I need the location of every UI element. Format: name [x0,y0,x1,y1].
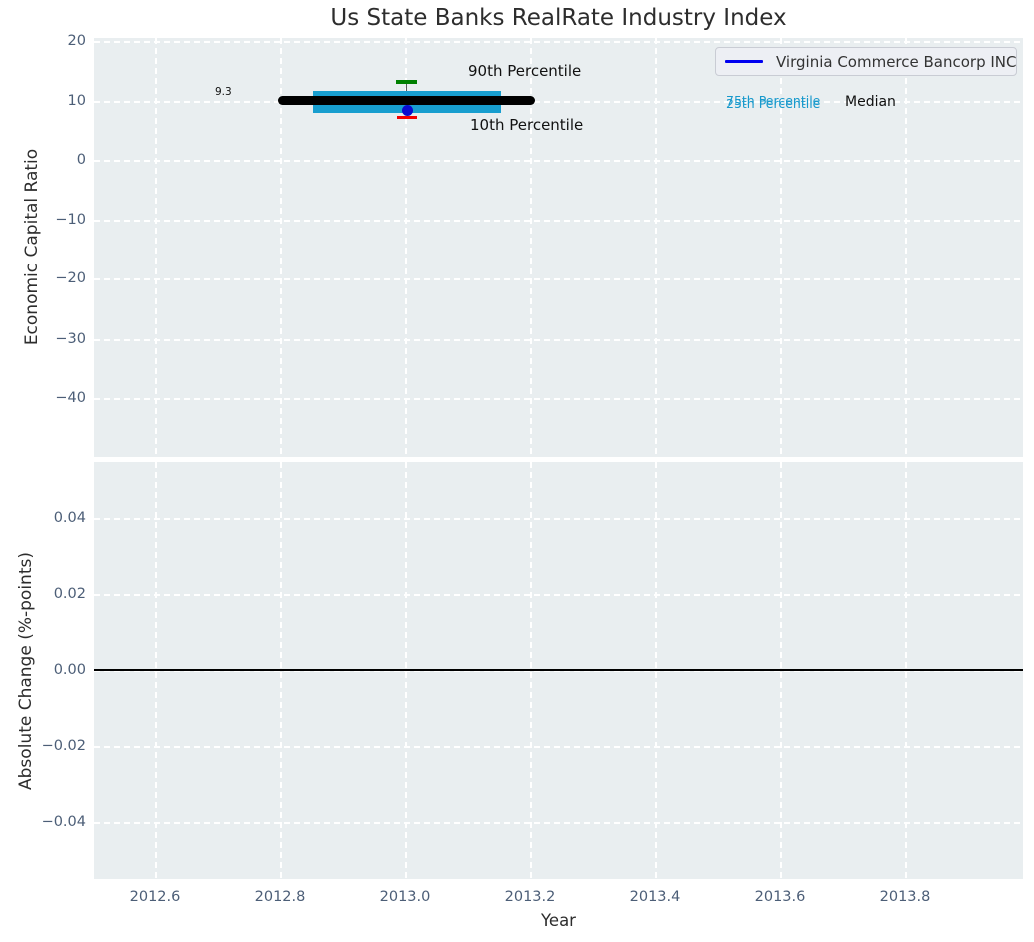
xtick: 2012.8 [254,889,306,905]
annotation-median-label: Median [845,94,896,110]
ytick-bottom: −0.02 [41,738,86,754]
gridline-horizontal [94,518,1023,520]
ytick-bottom: −0.04 [41,814,86,830]
chart-title: Us State Banks RealRate Industry Index [330,5,787,31]
p10-cap [397,115,417,119]
xtick: 2013.0 [379,889,431,905]
ylabel-economic-capital-ratio: Economic Capital Ratio [22,148,42,346]
gridline-vertical [405,38,407,457]
median-line [278,96,535,105]
ytick-top: −40 [55,390,86,406]
xtick: 2013.2 [504,889,556,905]
ytick-top: −20 [55,270,86,286]
gridline-horizontal [94,41,1023,43]
legend-line-icon [725,60,763,63]
ytick-top: −10 [55,212,86,228]
p90-cap [396,80,417,84]
ytick-bottom: 0.02 [53,586,86,602]
annotation-25th-percentile: 25th Percentile [726,96,821,111]
xtick: 2013.6 [754,889,806,905]
xtick: 2013.8 [879,889,931,905]
annotation-90th-percentile: 90th Percentile [468,62,582,80]
gridline-horizontal [94,594,1023,596]
company-data-point [402,105,413,116]
gridline-vertical [905,38,907,457]
ytick-top: 10 [67,93,86,109]
gridline-horizontal [94,746,1023,748]
gridline-vertical [780,38,782,457]
ytick-top: 20 [67,33,86,49]
gridline-horizontal [94,220,1023,222]
legend: Virginia Commerce Bancorp INC [715,47,1017,76]
ylabel-absolute-change: Absolute Change (%-points) [16,552,36,790]
ytick-top: 0 [76,152,86,168]
gridline-vertical [530,38,532,457]
gridline-horizontal [94,160,1023,162]
zero-change-line [94,669,1023,671]
annotation-10th-percentile: 10th Percentile [470,116,584,134]
gridline-vertical [155,38,157,457]
gridline-vertical [655,38,657,457]
ytick-bottom: 0.04 [53,510,86,526]
xtick: 2013.4 [629,889,681,905]
gridline-horizontal [94,101,1023,103]
legend-label: Virginia Commerce Bancorp INC [776,52,1017,71]
ytick-top: −30 [55,331,86,347]
gridline-horizontal [94,398,1023,400]
annotation-median-value: 9.3 [215,86,232,98]
xlabel-year: Year [541,911,576,930]
ytick-bottom: 0.00 [53,662,86,678]
xtick: 2012.6 [129,889,181,905]
gridline-vertical [280,38,282,457]
gridline-horizontal [94,822,1023,824]
axes-economic-capital-ratio: 90th Percentile 10th Percentile 9.3 75th… [94,38,1023,457]
axes-absolute-change [94,462,1023,879]
gridline-horizontal [94,278,1023,280]
gridline-horizontal [94,339,1023,341]
annotation-75th-percentile: 75th Percentile [726,93,821,108]
